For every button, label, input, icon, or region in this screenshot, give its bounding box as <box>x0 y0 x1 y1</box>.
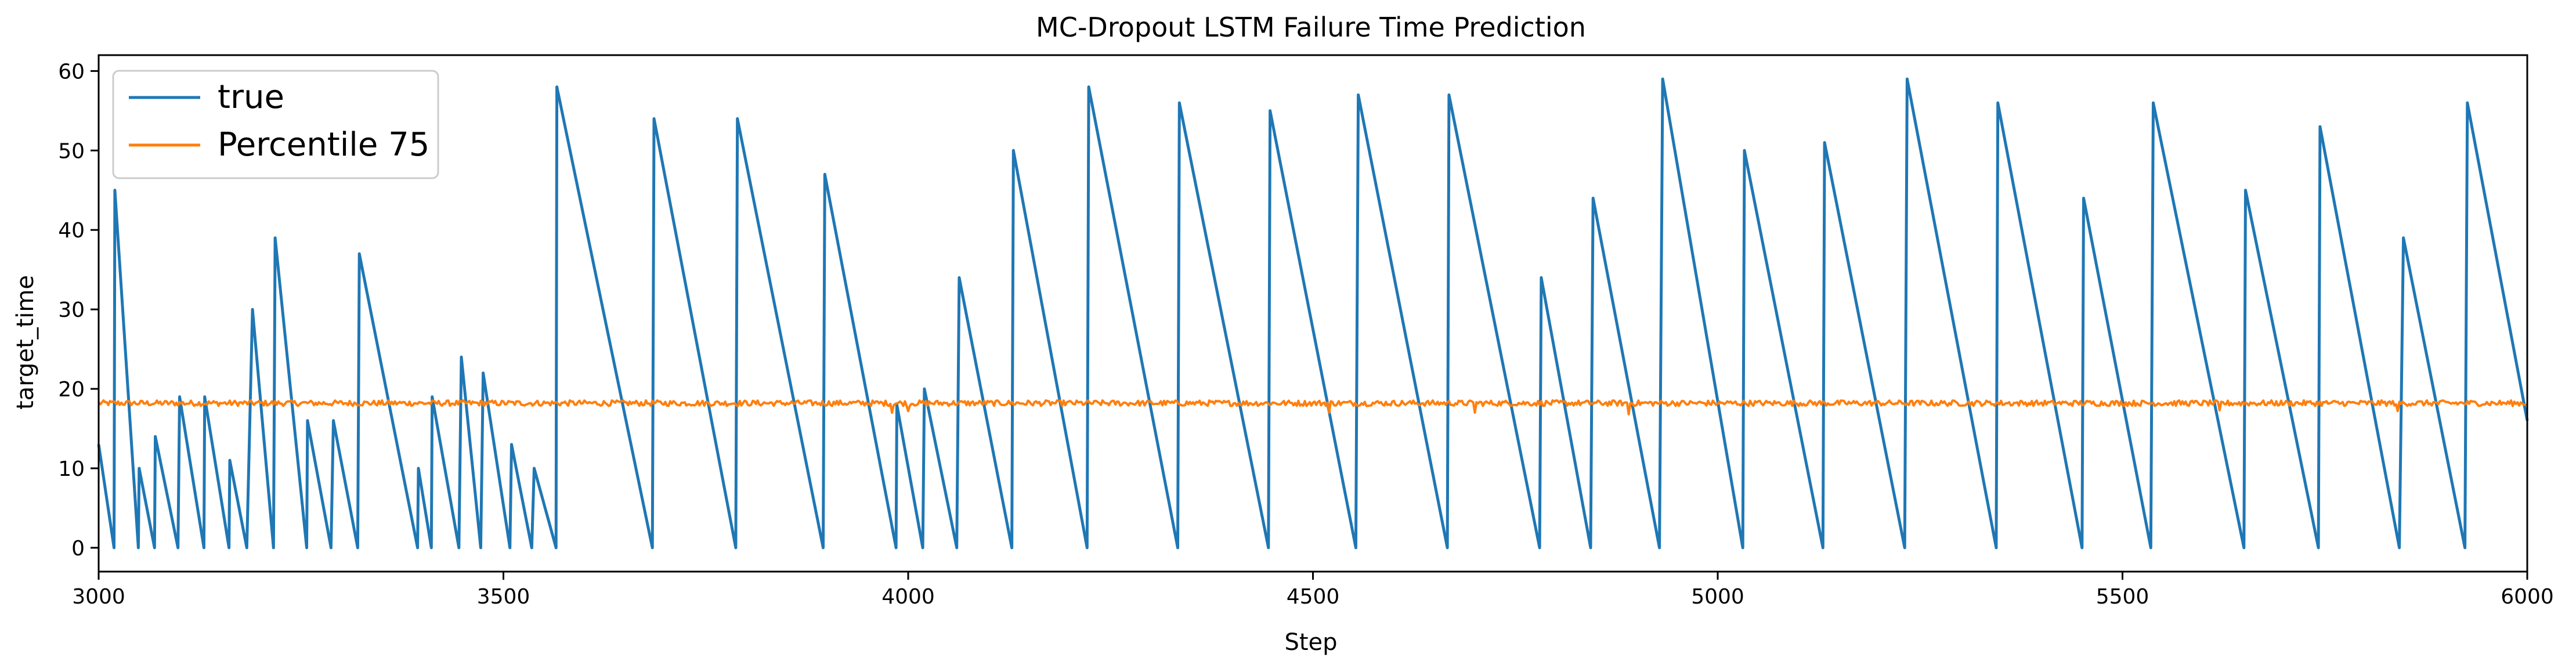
y-tick-label: 10 <box>58 457 85 481</box>
y-axis-label: target_time <box>12 275 39 410</box>
y-tick-label: 60 <box>58 60 85 84</box>
y-tick-label: 20 <box>58 378 85 402</box>
legend-label-percentile-75: Percentile 75 <box>218 126 429 164</box>
plot-background <box>99 55 2527 572</box>
x-tick-label: 6000 <box>2501 585 2554 609</box>
series-line-true <box>97 77 2529 550</box>
x-axis-label: Step <box>1284 629 1337 656</box>
y-tick-label: 50 <box>58 139 85 163</box>
legend-label-true: true <box>218 78 284 116</box>
series-line-percentile-75 <box>97 399 2528 416</box>
x-tick-label: 5000 <box>1691 585 1744 609</box>
x-tick-label: 3000 <box>72 585 125 609</box>
series-group <box>97 77 2529 550</box>
axes: 3000 3500 4000 4500 5000 5500 6000 0 10 20 30 40 50 6… <box>58 54 2554 609</box>
y-tick-label: 30 <box>58 298 85 322</box>
y-tick-label: 40 <box>58 219 85 243</box>
x-tick-label: 4000 <box>881 585 935 609</box>
y-tick-label: 0 <box>71 537 85 561</box>
x-tick-label: 4500 <box>1287 585 1340 609</box>
x-tick-label: 5500 <box>2096 585 2149 609</box>
legend: true Percentile 75 <box>112 70 439 179</box>
chart-title: MC-Dropout LSTM Failure Time Prediction <box>1036 12 1586 43</box>
plot-area <box>99 55 2527 572</box>
x-tick-label: 3500 <box>477 585 530 609</box>
